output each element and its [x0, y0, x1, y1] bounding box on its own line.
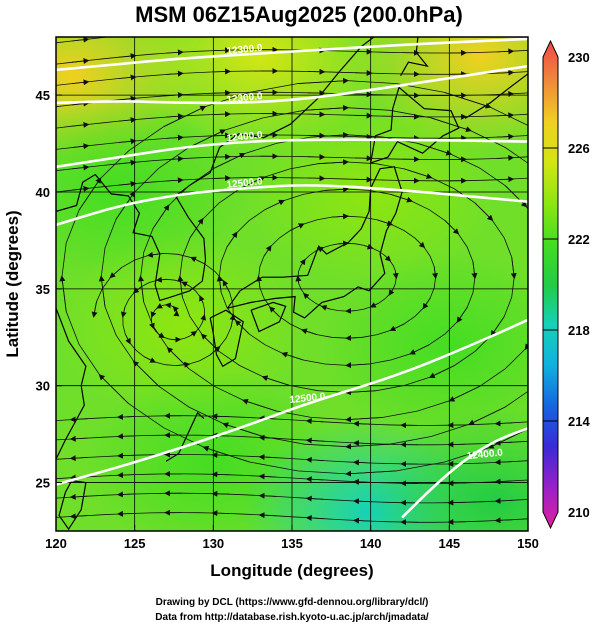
colorbar-tick-label: 230 — [568, 50, 590, 65]
colorbar: 210 214 218 222 226 230 — [542, 39, 590, 530]
contour-label: 12300.0 — [226, 91, 264, 106]
x-tick-label: 140 — [360, 536, 382, 551]
contour-label: 12500.0 — [226, 176, 264, 191]
coast-kurils — [464, 73, 528, 119]
colorbar-tick-label: 214 — [568, 414, 590, 429]
streamline-anticyclone — [177, 159, 517, 396]
streamline-westerly — [56, 68, 528, 86]
streamline-westerly — [56, 110, 528, 129]
streamline-anticyclone — [295, 240, 399, 314]
colorbar-tick-label: 226 — [568, 141, 590, 156]
y-tick-label: 35 — [36, 282, 50, 297]
streamline-easterly — [56, 509, 528, 526]
colorbar-tick-label: 218 — [568, 323, 590, 338]
colorbar-tick-label: 222 — [568, 232, 590, 247]
credit-drawing: Drawing by DCL (https://www.gfd-dennou.o… — [156, 597, 429, 608]
y-tick-label: 25 — [36, 476, 50, 491]
x-axis-ticks: 120 125 130 135 140 145 150 — [45, 525, 539, 551]
credit-data: Data from http://database.rish.kyoto-u.a… — [155, 612, 429, 623]
plot-area: 12300.0 12300.0 12400.0 12500.0 12500.0 12400… — [56, 37, 528, 531]
y-axis-ticks: 25 30 35 40 45 — [36, 88, 62, 491]
coast-kyushu — [209, 309, 244, 368]
contour-line — [56, 64, 528, 105]
streamline-vortex — [91, 251, 236, 368]
contour-line — [56, 184, 528, 227]
coast-honshu — [227, 166, 403, 319]
coast-hokkaido — [370, 86, 460, 164]
streamline-anticyclone — [59, 77, 528, 477]
contour-label: 12400.0 — [226, 130, 264, 145]
streamline-westerly — [56, 131, 528, 150]
colorbar-tick-label: 210 — [568, 505, 590, 520]
y-tick-label: 45 — [36, 88, 50, 103]
colorbar-ticks: 210 214 218 222 226 230 — [543, 50, 590, 520]
y-tick-label: 30 — [36, 379, 50, 394]
streamline-easterly — [56, 412, 528, 429]
coast-china-east — [56, 307, 87, 460]
streamline-easterly — [56, 470, 528, 487]
height-contours: 12300.0 12300.0 12400.0 12500.0 12500.0 12400… — [56, 37, 528, 519]
x-axis-label: Longitude (degrees) — [210, 561, 373, 580]
x-tick-label: 130 — [202, 536, 224, 551]
coast-taiwan — [58, 480, 87, 531]
streamline-westerly — [56, 89, 528, 108]
streamline-anticyclone — [256, 213, 439, 341]
contour-label: 12300.0 — [226, 43, 264, 58]
field-patch — [366, 406, 528, 531]
streamline-anticyclone — [98, 104, 528, 450]
x-tick-label: 125 — [124, 536, 146, 551]
streamline-anticyclone — [216, 186, 478, 369]
y-tick-label: 40 — [36, 185, 50, 200]
x-tick-label: 150 — [517, 536, 539, 551]
streamline-anticyclone — [138, 132, 528, 423]
x-tick-label: 145 — [438, 536, 460, 551]
coast-sakhalin — [400, 37, 429, 77]
streamline-easterly — [56, 432, 528, 448]
colorbar-body — [542, 39, 559, 530]
contour-line — [401, 427, 528, 519]
coast-shikoku — [250, 301, 287, 333]
streamline-westerly — [56, 37, 137, 44]
contour-line — [56, 318, 528, 486]
x-tick-label: 120 — [45, 536, 67, 551]
contour-label: 12500.0 — [289, 391, 327, 406]
contour-line — [56, 138, 528, 169]
contour-line — [56, 37, 528, 72]
chart-title: MSM 06Z15Aug2025 (200.0hPa) — [135, 2, 463, 27]
y-axis-label: Latitude (degrees) — [3, 210, 22, 357]
contour-label: 12400.0 — [466, 447, 504, 462]
x-tick-label: 135 — [281, 536, 303, 551]
